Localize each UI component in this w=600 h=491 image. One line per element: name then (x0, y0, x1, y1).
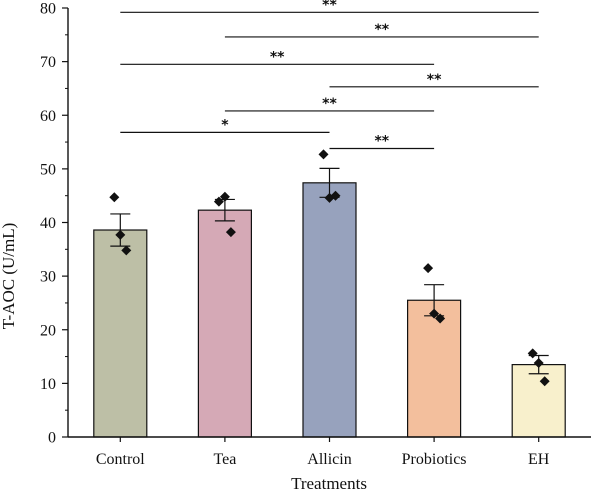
y-tick-label: 70 (40, 54, 56, 71)
data-point-control (109, 192, 120, 203)
data-point-eh (533, 357, 544, 368)
data-point-tea (213, 196, 224, 207)
data-point-probiotics (429, 308, 440, 319)
y-tick-label: 60 (40, 108, 56, 125)
x-tick-label: Tea (213, 451, 236, 468)
y-axis-title: T-AOC (U/mL) (0, 223, 18, 330)
significance-label: * (221, 117, 229, 133)
data-point-allicin (330, 190, 341, 201)
significance-brackets: ************* (120, 0, 539, 149)
bar-tea (197, 209, 252, 438)
significance-label: ** (374, 22, 389, 38)
x-axis-title: Treatments (291, 474, 367, 491)
y-tick-label: 40 (40, 215, 56, 232)
data-point-control (115, 229, 126, 240)
data-point-probiotics (423, 263, 434, 274)
data-point-tea (219, 191, 230, 202)
data-point-eh (527, 348, 538, 359)
x-tick-label: Allicin (307, 451, 351, 468)
axes: Control Tea Allicin Probiotics EH 0 10 20 30 40 50… (40, 1, 591, 468)
y-tick-label: 30 (40, 269, 56, 286)
bars (93, 149, 566, 438)
x-tick-label: Probiotics (402, 451, 467, 468)
significance-label: ** (322, 96, 337, 112)
significance-label: ** (322, 0, 337, 13)
y-tick-label: 50 (40, 161, 56, 178)
data-point-tea (225, 227, 236, 238)
x-tick-label: Control (96, 451, 145, 468)
significance-label: ** (374, 133, 389, 149)
data-point-eh (539, 376, 550, 387)
significance-label: ** (427, 72, 442, 88)
y-tick-label: 20 (40, 322, 56, 339)
y-tick-label: 80 (40, 1, 56, 18)
data-point-allicin (318, 149, 329, 160)
data-point-probiotics (435, 313, 446, 324)
y-tick-label: 10 (40, 376, 56, 393)
significance-label: ** (270, 49, 285, 65)
data-point-control (121, 245, 132, 256)
x-tick-label: EH (528, 451, 550, 468)
y-tick-label: 0 (48, 430, 56, 447)
bar-control (93, 229, 148, 438)
bar-eh (511, 364, 566, 438)
bar-probiotics (407, 299, 462, 438)
bar-allicin (302, 182, 357, 438)
